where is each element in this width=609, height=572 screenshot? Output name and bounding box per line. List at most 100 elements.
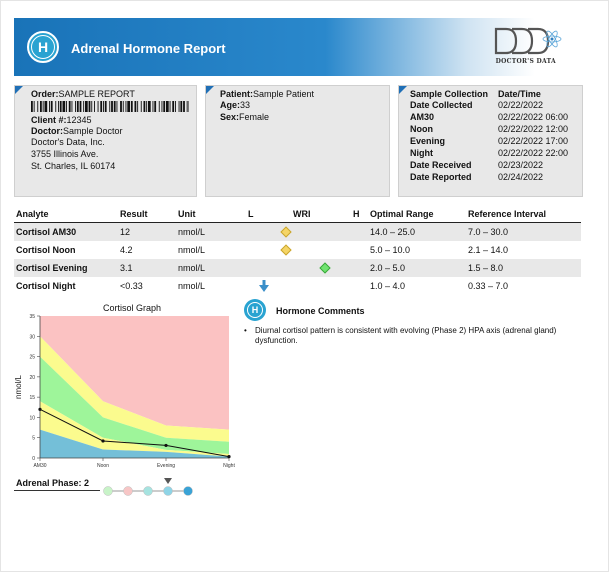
comments-title: Hormone Comments [276, 306, 365, 316]
column-header: Result [118, 207, 176, 223]
unit-cell: nmol/L [178, 281, 206, 291]
y-tick-label: 25 [29, 355, 35, 361]
collection-label: Date Collected [410, 100, 473, 110]
optimal-cell: 14.0 – 25.0 [368, 222, 466, 241]
barcode-bar [59, 101, 62, 112]
barcode-bar [31, 101, 33, 112]
barcode-bar [111, 101, 113, 112]
barcode-bar [152, 101, 154, 112]
barcode-bar [71, 101, 73, 112]
phase-dot [143, 486, 153, 496]
age-line: Age:33 [220, 100, 251, 110]
x-tick-label: Night [223, 463, 235, 469]
barcode-bar [158, 101, 160, 112]
barcode-bar [134, 101, 137, 112]
optimal-cell: 5.0 – 10.0 [370, 245, 411, 255]
barcode-bar [40, 101, 42, 112]
in-range-diamond-icon [319, 262, 331, 274]
collection-value: 02/22/2022 22:00 [498, 148, 569, 158]
barcode-bar [109, 101, 111, 112]
analyte-cell: Cortisol Evening [14, 259, 118, 277]
data-point [164, 443, 168, 448]
range-marker-cell [246, 277, 368, 295]
collection-label: Noon [410, 124, 433, 134]
reference-cell: 2.1 – 14.0 [468, 245, 509, 255]
collection-panel: Sample Collection Date/Time Date Collect… [398, 85, 583, 197]
analyte-cell: Cortisol Night [16, 281, 76, 291]
table-row: Cortisol Night <0.33 nmol/L 1.0 – 4.0 0.… [14, 277, 581, 295]
barcode-bar [161, 101, 163, 112]
data-point [227, 455, 231, 459]
sex-line: Sex:Female [220, 112, 270, 122]
y-tick-label: 20 [29, 375, 35, 381]
collection-header: Sample Collection [410, 89, 489, 99]
collection-label: Evening [410, 136, 446, 146]
data-point [38, 407, 42, 411]
barcode [31, 101, 189, 112]
reference-cell: 0.33 – 7.0 [468, 281, 509, 291]
phase-indicator [103, 478, 193, 496]
barcode-bar [66, 101, 67, 112]
barcode-bar [169, 101, 171, 112]
lower-reference-band [40, 401, 229, 457]
barcode-bar [166, 101, 169, 112]
above-range-band [40, 316, 229, 430]
barcode-bar [42, 101, 44, 112]
upper-reference-band [40, 336, 229, 442]
optimal-cell: 2.0 – 5.0 [368, 259, 466, 277]
column-header: L [246, 207, 291, 223]
y-tick-label: 35 [29, 314, 35, 320]
comment-bullet: • [244, 326, 247, 335]
table-row: Cortisol Evening 3.1 nmol/L 2.0 – 5.0 1.… [14, 259, 581, 277]
barcode-bar [137, 101, 139, 112]
x-tick-label: AM30 [33, 463, 46, 469]
panel-corner-marker [15, 86, 23, 94]
barcode-bar [140, 101, 142, 112]
address-line: Doctor's Data, Inc. [31, 137, 105, 147]
hormone-icon: H [27, 31, 59, 63]
collection-value: 02/23/2022 [498, 160, 544, 170]
analyte-cell: Cortisol AM30 [14, 222, 118, 241]
barcode-bar [68, 101, 71, 112]
comment-item: • Diurnal cortisol pattern is consistent… [244, 326, 584, 346]
barcode-bar [130, 101, 133, 112]
barcode-bar [97, 101, 99, 112]
barcode-bar [79, 101, 82, 112]
collection-value: 02/22/2022 06:00 [498, 112, 569, 122]
collection-label: Night [410, 148, 433, 158]
barcode-bar [76, 101, 79, 112]
hormone-comments-icon: H [244, 299, 266, 321]
order-line: Order:SAMPLE REPORT [31, 89, 135, 99]
barcode-bar [91, 101, 93, 112]
barcode-bar [122, 101, 124, 112]
address-line: St. Charles, IL 60174 [31, 161, 116, 171]
barcode-bar [88, 101, 91, 112]
phase-dot [183, 486, 193, 496]
barcode-bar [172, 101, 175, 112]
barcode-bar [85, 101, 88, 112]
barcode-bar [125, 101, 127, 112]
barcode-bar [183, 101, 185, 112]
result-cell: <0.33 [120, 281, 143, 291]
cortisol-chart: 0 5 10 15 20 25 30 35 AM30 Noon Evening Night nmol/L [14, 314, 235, 469]
barcode-bar [113, 101, 116, 112]
cortisol-series-line [39, 408, 230, 458]
range-marker-cell [246, 259, 368, 277]
optimal-band [40, 356, 229, 454]
low-range-diamond-icon [280, 226, 292, 238]
panel-corner-marker [399, 86, 407, 94]
barcode-bar [146, 101, 148, 112]
data-point [101, 439, 105, 443]
logo-wordmark: DOCTOR'S DATA [495, 58, 556, 65]
datetime-header: Date/Time [498, 89, 541, 99]
results-table: Analyte Result Unit L WRI H Optimal Rang… [14, 207, 581, 295]
doctors-data-logo: DOCTOR'S DATA [490, 25, 564, 65]
barcode-bar [188, 101, 189, 112]
unit-cell: nmol/L [176, 259, 246, 277]
below-range-band [40, 429, 229, 458]
comment-text: Diurnal cortisol pattern is consistent w… [255, 326, 557, 345]
y-axis-label: nmol/L [14, 374, 23, 399]
barcode-bar [83, 101, 85, 112]
reference-cell: 1.5 – 8.0 [466, 259, 581, 277]
x-tick-label: Noon [97, 463, 109, 469]
